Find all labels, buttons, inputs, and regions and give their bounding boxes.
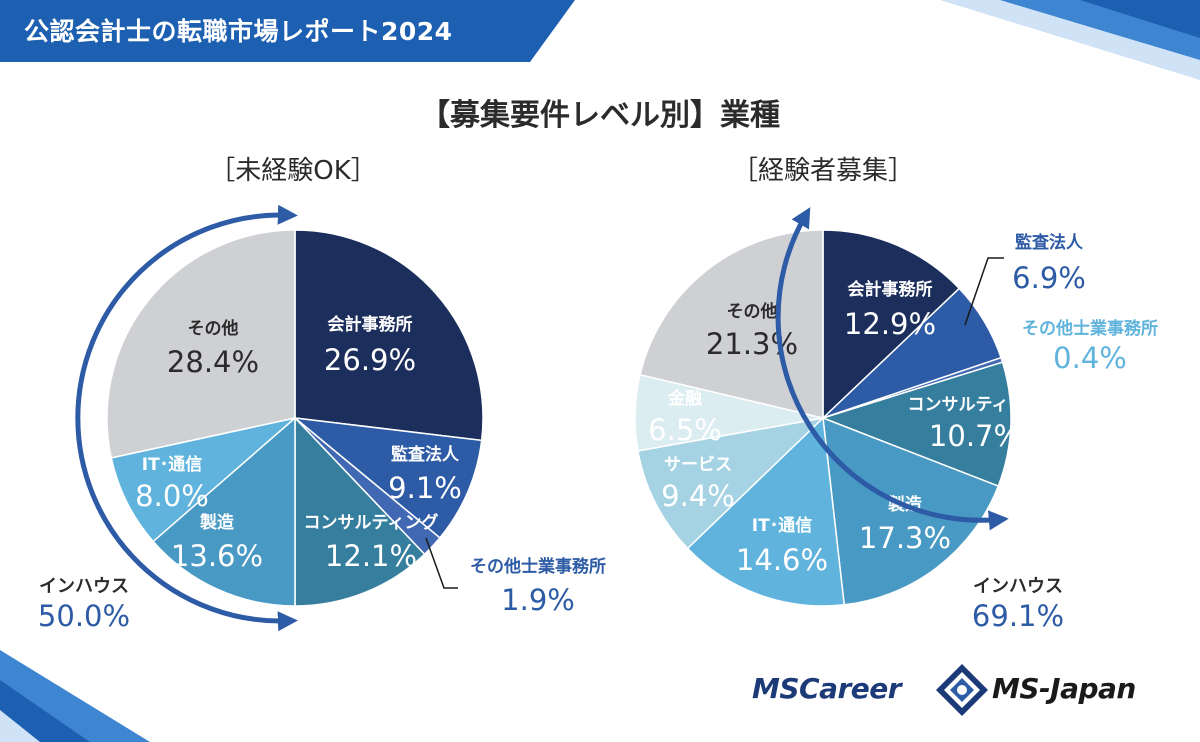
inhouse-label: インハウス xyxy=(39,576,129,597)
slice-name-label: 会計事務所 xyxy=(328,314,413,335)
slice-name-label: 監査法人 xyxy=(1015,232,1084,253)
slice-value-label: 9.4% xyxy=(661,479,735,513)
slice-value-label: 6.9% xyxy=(1012,261,1086,295)
slice-value-label: 6.5% xyxy=(648,413,722,447)
inhouse-value: 69.1% xyxy=(972,599,1064,633)
header-band xyxy=(0,0,1200,80)
mscareer-logo: MSCareer xyxy=(752,672,902,705)
msjapan-logo: MS-Japan xyxy=(992,672,1136,705)
slice-value-label: 0.4% xyxy=(1053,341,1127,375)
right-chart-title: ［経験者募集］ xyxy=(731,156,914,186)
slice-name-label: コンサルティング xyxy=(908,394,1043,415)
slice-name-label: 製造 xyxy=(199,512,235,533)
slice-value-label: 1.9% xyxy=(501,583,575,617)
slice-value-label: 8.0% xyxy=(135,479,209,513)
pie-slice xyxy=(637,416,826,550)
pie-slice xyxy=(292,416,483,539)
chart-annotations xyxy=(75,204,1009,632)
left-pie-chart: 会計事務所 26.9% 監査法人 9.1% その他士業事務所 1.9% コンサルティング 12… xyxy=(38,229,606,633)
slice-value-label: 17.3% xyxy=(859,521,951,555)
slice-value-label: 28.4% xyxy=(167,345,259,379)
slice-value-label: 12.1% xyxy=(325,539,417,573)
slice-value-label: 13.6% xyxy=(171,539,263,573)
pie-slice xyxy=(294,416,426,607)
slice-name-label: コンサルティング xyxy=(304,512,439,533)
pie-slice xyxy=(106,229,296,459)
right-inhouse-bracket-arrow xyxy=(775,207,1009,531)
pie-slice xyxy=(294,229,484,442)
inhouse-label: インハウス xyxy=(973,576,1063,597)
slice-name-label: その他 xyxy=(188,318,239,339)
leader-line xyxy=(425,537,458,589)
slice-name-label: サービス xyxy=(664,455,732,475)
slice-name-label: 監査法人 xyxy=(391,444,460,465)
slice-name-label: 金融 xyxy=(667,388,702,409)
slice-value-label: 26.9% xyxy=(324,343,416,377)
slice-value-label: 14.6% xyxy=(736,543,828,577)
slice-name-label: IT･通信 xyxy=(752,515,812,536)
footer-band xyxy=(0,650,150,742)
left-chart-title: ［未経験OK］ xyxy=(209,156,377,186)
pie-slice xyxy=(110,417,296,543)
slice-name-label: その他 xyxy=(727,301,778,322)
slice-name-label: IT･通信 xyxy=(142,454,202,475)
slice-value-label: 9.1% xyxy=(388,471,462,505)
report-title: 公認会計士の転職市場レポート2024 xyxy=(24,17,453,46)
slice-name-label: その他士業事務所 xyxy=(1022,318,1158,339)
chart-main-title: 【募集要件レベル別】業種 xyxy=(420,98,780,133)
slice-name-label: その他士業事務所 xyxy=(470,556,606,577)
slice-name-label: 会計事務所 xyxy=(848,279,933,300)
inhouse-value: 50.0% xyxy=(38,599,130,633)
slice-value-label: 12.9% xyxy=(844,307,936,341)
ms-japan-diamond-icon xyxy=(936,664,988,716)
slice-value-label: 10.7% xyxy=(929,419,1021,453)
left-inhouse-bracket-arrow xyxy=(75,204,298,632)
